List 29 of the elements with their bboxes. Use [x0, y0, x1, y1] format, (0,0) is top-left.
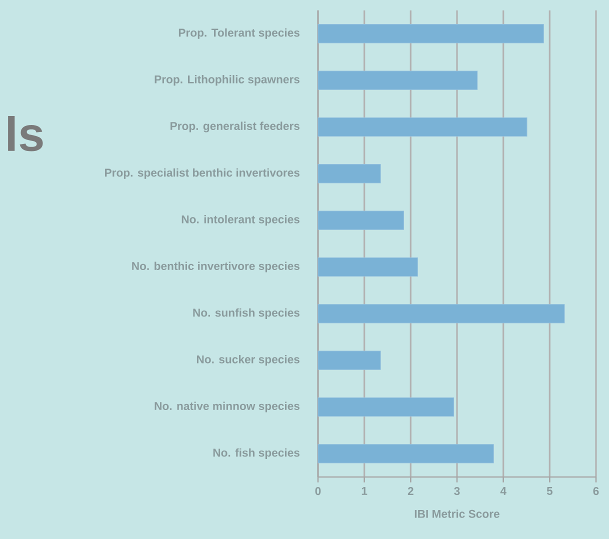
x-tick-label: 3	[454, 487, 460, 496]
bar	[318, 444, 494, 464]
bar	[318, 350, 381, 370]
y-tick-label: Prop. Lithophilic spawners	[154, 75, 300, 86]
x-tick-label: 5	[546, 487, 552, 495]
bar	[318, 304, 565, 324]
y-tick-label: No. sucker species	[196, 355, 300, 366]
x-tick-label: 0	[315, 487, 321, 496]
bar	[318, 210, 404, 230]
x-tick-label: 2	[408, 487, 414, 495]
y-tick-label: Prop. Tolerant species	[178, 28, 300, 39]
bar	[318, 257, 418, 277]
y-tick-label: No. intolerant species	[182, 215, 300, 226]
y-tick-label: No. benthic invertivore species	[132, 262, 300, 272]
y-tick-label: No. native minnow species	[154, 402, 300, 412]
y-tick-label: Prop. specialist benthic invertivores	[105, 168, 300, 179]
bar	[318, 24, 544, 44]
bar	[318, 397, 454, 417]
x-tick-label: 4	[500, 487, 506, 495]
x-tick-label: 6	[593, 487, 599, 496]
x-tick-label: 1	[362, 487, 368, 495]
x-axis-title: IBI Metric Score	[414, 510, 500, 518]
bar	[318, 164, 381, 184]
bar	[318, 70, 478, 90]
text: ls	[8, 116, 43, 152]
y-tick-label: Prop. generalist feeders	[170, 122, 300, 132]
y-tick-label: No. sunfish species	[193, 308, 300, 319]
bar	[318, 117, 528, 137]
y-tick-label: No. fish species	[213, 448, 300, 459]
